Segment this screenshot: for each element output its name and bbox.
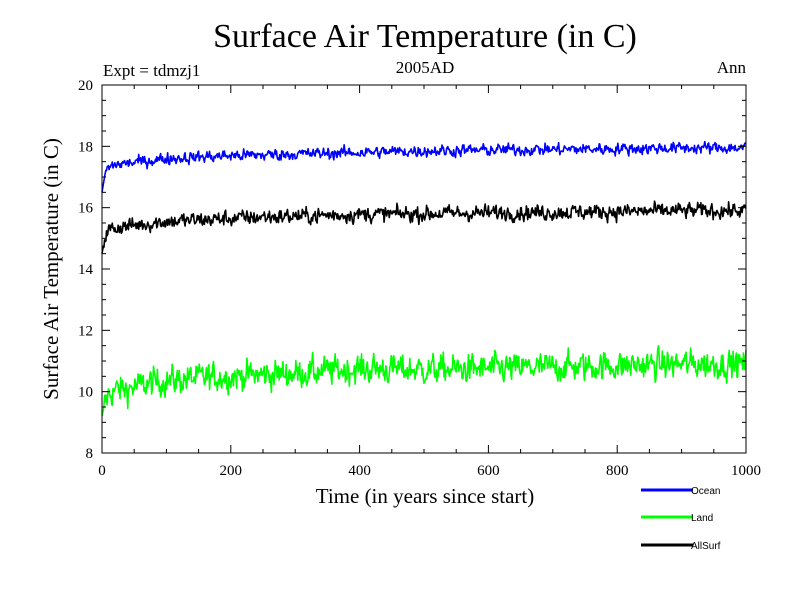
experiment-label: Expt = tdmzj1 [103, 61, 200, 80]
y-tick-label: 16 [78, 201, 94, 217]
x-tick-label: 800 [606, 463, 629, 479]
plot-frame [101, 84, 747, 454]
y-tick-label: 18 [78, 139, 93, 155]
y-tick-label: 8 [86, 446, 94, 462]
y-tick-label: 12 [78, 323, 93, 339]
x-tick-label: 400 [348, 463, 371, 479]
series-layer [101, 140, 747, 417]
x-tick-label: 0 [98, 463, 106, 479]
legend-label-land: Land [691, 513, 713, 524]
season-label: Ann [717, 58, 747, 77]
year-label: 2005AD [396, 58, 455, 77]
y-tick-label: 10 [78, 385, 93, 401]
x-tick-label: 1000 [731, 463, 761, 479]
y-tick-label: 14 [78, 262, 94, 278]
x-tick-label: 600 [477, 463, 500, 479]
y-tick-label: 20 [78, 78, 93, 94]
x-axis-label: Time (in years since start) [316, 484, 535, 508]
legend-label-ocean: Ocean [691, 486, 720, 497]
x-tick-label: 200 [220, 463, 243, 479]
chart-title: Surface Air Temperature (in C) [213, 18, 637, 55]
legend-label-allsurf: AllSurf [691, 541, 721, 552]
ticks-layer: 0 200 400 600 800 1000 8 10 12 14 16 18 20 [78, 78, 761, 479]
y-axis-label: Surface Air Temperature (in C) [39, 138, 63, 400]
series-line-land [101, 344, 747, 417]
series-line-allsurf [101, 200, 747, 254]
series-line-ocean [101, 140, 747, 193]
legend: Ocean Land AllSurf [641, 486, 721, 552]
